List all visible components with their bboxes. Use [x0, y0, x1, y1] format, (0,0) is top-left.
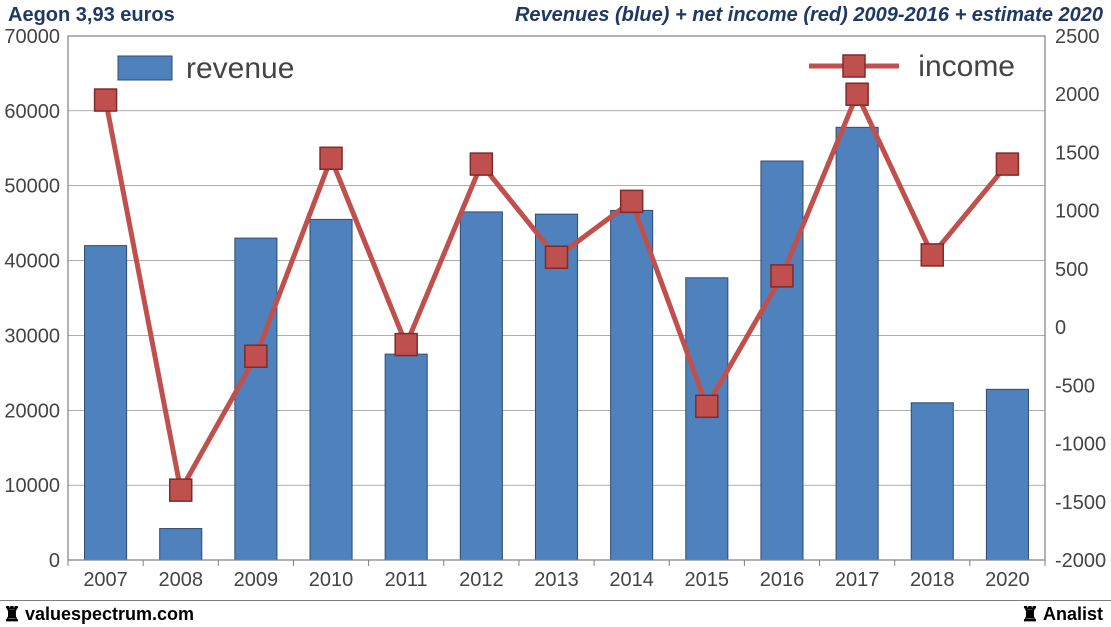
- x-tick-label: 2020: [985, 569, 1030, 591]
- x-tick-label: 2014: [609, 569, 654, 591]
- x-tick-label: 2008: [158, 569, 203, 591]
- revenue-bar: [160, 529, 202, 560]
- income-marker: [621, 190, 643, 212]
- y-left-tick-label: 60000: [4, 101, 60, 123]
- x-tick-label: 2017: [835, 569, 880, 591]
- x-tick-label: 2012: [459, 569, 504, 591]
- income-marker: [395, 334, 417, 356]
- revenue-bar: [911, 403, 953, 560]
- revenue-bar: [460, 212, 502, 560]
- legend-revenue-label: revenue: [186, 52, 294, 85]
- y-right-tick-label: 1500: [1055, 142, 1100, 164]
- x-tick-label: 2018: [910, 569, 955, 591]
- x-tick-label: 2011: [385, 569, 428, 591]
- y-left-tick-label: 70000: [4, 28, 60, 48]
- y-right-tick-label: 2500: [1055, 28, 1100, 48]
- x-tick-label: 2016: [760, 569, 805, 591]
- chart-container: Aegon 3,93 euros Revenues (blue) + net i…: [0, 0, 1111, 627]
- income-marker: [771, 265, 793, 287]
- revenue-bar: [235, 238, 277, 560]
- income-marker: [996, 153, 1018, 175]
- y-left-tick-label: 0: [49, 550, 60, 572]
- legend-income-marker: [843, 55, 865, 77]
- income-marker: [245, 345, 267, 367]
- income-marker: [470, 153, 492, 175]
- revenue-bar: [611, 210, 653, 560]
- y-left-tick-label: 30000: [4, 325, 60, 347]
- footer-right-text: Analist: [1043, 604, 1103, 625]
- x-tick-label: 2015: [685, 569, 730, 591]
- footer-left-text: valuespectrum.com: [25, 604, 194, 625]
- legend-revenue-swatch: [118, 56, 172, 80]
- y-left-tick-label: 40000: [4, 251, 60, 273]
- y-right-tick-label: -500: [1055, 375, 1095, 397]
- y-right-tick-label: 0: [1055, 317, 1066, 339]
- y-right-tick-label: 500: [1055, 259, 1088, 281]
- y-left-tick-label: 10000: [4, 475, 60, 497]
- income-marker: [921, 244, 943, 266]
- revenue-bar: [85, 246, 127, 560]
- footer-right: ♜ Analist: [1021, 604, 1103, 625]
- revenue-bar: [761, 161, 803, 560]
- revenue-bar: [686, 278, 728, 560]
- y-right-tick-label: 2000: [1055, 84, 1100, 106]
- revenue-bar: [385, 354, 427, 560]
- footer-divider: [0, 600, 1111, 601]
- x-tick-label: 2007: [83, 569, 128, 591]
- title-right: Revenues (blue) + net income (red) 2009-…: [515, 4, 1103, 27]
- legend-income-label: income: [918, 50, 1015, 83]
- y-right-tick-label: -2000: [1055, 550, 1106, 572]
- y-left-tick-label: 50000: [4, 176, 60, 198]
- income-marker: [170, 479, 192, 501]
- x-tick-label: 2010: [309, 569, 354, 591]
- income-marker: [95, 89, 117, 111]
- footer-left: ♜ valuespectrum.com: [3, 604, 194, 625]
- chart-svg: 010000200003000040000500006000070000-200…: [0, 28, 1111, 602]
- revenue-bar: [836, 127, 878, 560]
- income-marker: [320, 147, 342, 169]
- y-right-tick-label: -1500: [1055, 492, 1106, 514]
- rook-icon: ♜: [3, 605, 21, 625]
- revenue-bar: [986, 389, 1028, 560]
- y-right-tick-label: -1000: [1055, 434, 1106, 456]
- rook-icon: ♜: [1021, 605, 1039, 625]
- revenue-bar: [310, 219, 352, 560]
- x-tick-label: 2009: [234, 569, 279, 591]
- income-marker: [846, 83, 868, 105]
- title-left: Aegon 3,93 euros: [8, 4, 175, 27]
- income-marker: [546, 246, 568, 268]
- y-left-tick-label: 20000: [4, 400, 60, 422]
- y-right-tick-label: 1000: [1055, 201, 1100, 223]
- income-marker: [696, 395, 718, 417]
- x-tick-label: 2013: [534, 569, 579, 591]
